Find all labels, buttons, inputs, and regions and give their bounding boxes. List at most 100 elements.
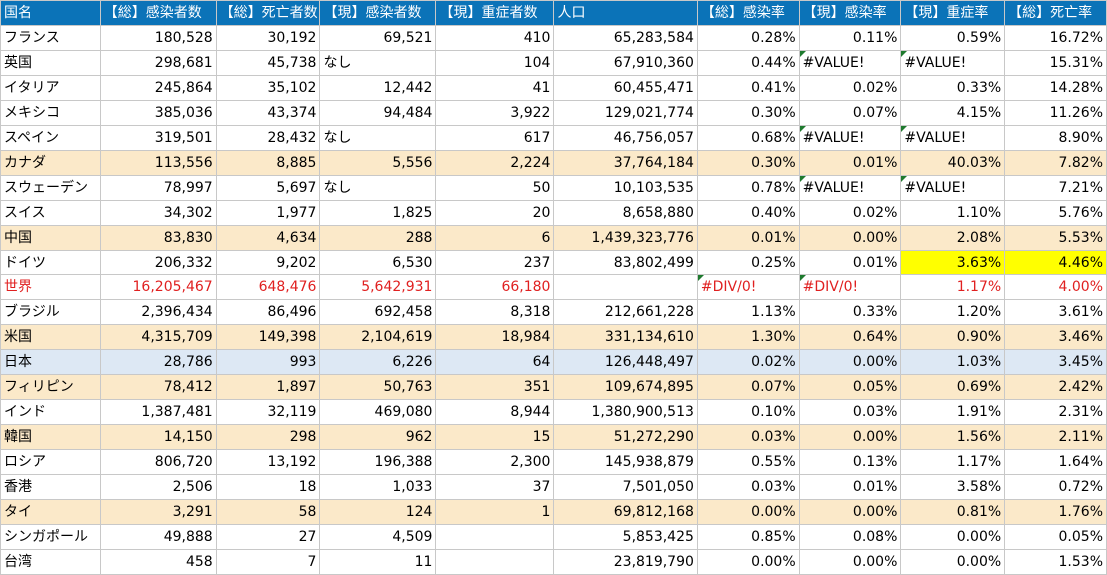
country-cell[interactable]: インド [0,399,101,426]
data-cell[interactable]: なし [319,124,437,151]
data-cell[interactable]: 331,134,610 [553,324,698,351]
data-cell[interactable]: 3.63% [900,249,1006,276]
column-header[interactable]: 【現】感染率 [798,0,902,26]
data-cell[interactable]: 0.85% [696,524,800,550]
data-cell[interactable]: 5.53% [1004,224,1107,251]
data-cell[interactable]: 0.55% [696,449,800,476]
data-cell[interactable]: 4.15% [900,99,1006,126]
data-cell[interactable]: 124 [319,499,437,526]
data-cell[interactable]: 6 [435,224,555,251]
data-cell[interactable]: 0.05% [1004,524,1107,550]
data-cell[interactable]: 692,458 [319,299,437,326]
data-cell[interactable]: 1,897 [215,374,321,401]
data-cell[interactable]: 14.28% [1004,74,1107,101]
data-cell[interactable]: 0.07% [696,374,800,401]
data-cell[interactable]: 86,496 [215,299,321,326]
data-cell[interactable]: 18 [215,474,321,501]
data-cell[interactable] [435,548,555,575]
data-cell[interactable]: 2,300 [435,449,555,476]
column-header[interactable]: 【現】感染者数 [319,0,437,26]
data-cell[interactable]: 20 [435,199,555,226]
data-cell[interactable]: 1.64% [1004,449,1107,476]
data-cell[interactable]: 1.10% [900,199,1006,226]
data-cell[interactable]: 2,396,434 [99,299,217,326]
data-cell[interactable]: 993 [215,349,321,376]
data-cell[interactable]: 4,315,709 [99,324,217,351]
data-cell[interactable]: 298 [215,424,321,451]
data-cell[interactable]: 0.02% [798,199,902,226]
data-cell[interactable]: 2.42% [1004,374,1107,401]
data-cell[interactable]: 0.33% [798,299,902,326]
data-cell[interactable]: 1.56% [900,424,1006,451]
data-cell[interactable]: 1,439,323,776 [553,224,698,251]
data-cell[interactable]: 0.41% [696,74,800,101]
data-cell[interactable]: 149,398 [215,324,321,351]
data-cell[interactable]: 28,786 [99,349,217,376]
data-cell[interactable]: 10,103,535 [553,174,698,201]
data-cell[interactable]: 1.17% [900,274,1006,301]
data-cell[interactable]: 23,819,790 [553,548,698,575]
data-cell[interactable]: 104 [435,49,555,76]
data-cell[interactable]: 0.03% [798,399,902,426]
data-cell[interactable]: 83,802,499 [553,249,698,276]
data-cell[interactable]: 69,521 [319,24,437,51]
data-cell[interactable]: 65,283,584 [553,24,698,51]
data-cell[interactable]: 3,291 [99,499,217,526]
country-cell[interactable]: 世界 [0,274,101,301]
data-cell[interactable]: 0.07% [798,99,902,126]
country-cell[interactable]: ブラジル [0,299,101,326]
data-cell[interactable]: 46,756,057 [553,124,698,151]
data-cell[interactable]: 15.31% [1004,49,1107,76]
data-cell[interactable]: 648,476 [215,274,321,301]
data-cell[interactable]: 206,332 [99,249,217,276]
data-cell[interactable]: 0.00% [696,499,800,526]
data-cell[interactable]: 2.08% [900,224,1006,251]
country-cell[interactable]: スウェーデン [0,174,101,201]
data-cell[interactable]: 30,192 [215,24,321,51]
data-cell[interactable]: #VALUE! [798,174,902,201]
data-cell[interactable]: 1.17% [900,449,1006,476]
data-cell[interactable]: 410 [435,24,555,51]
data-cell[interactable]: 113,556 [99,149,217,176]
data-cell[interactable]: 58 [215,499,321,526]
data-cell[interactable]: 319,501 [99,124,217,151]
data-cell[interactable]: 0.59% [900,24,1006,51]
data-cell[interactable]: 458 [99,548,217,575]
data-cell[interactable]: 60,455,471 [553,74,698,101]
data-cell[interactable]: 0.01% [696,224,800,251]
data-cell[interactable]: 298,681 [99,49,217,76]
data-cell[interactable]: 0.02% [798,74,902,101]
data-cell[interactable]: 0.44% [696,49,800,76]
country-cell[interactable]: フランス [0,24,101,51]
data-cell[interactable]: 5.76% [1004,199,1107,226]
country-cell[interactable]: 香港 [0,474,101,501]
data-cell[interactable]: 3.45% [1004,349,1107,376]
data-cell[interactable]: 2,506 [99,474,217,501]
data-cell[interactable]: 962 [319,424,437,451]
column-header[interactable]: 【総】感染率 [696,0,800,26]
data-cell[interactable]: 45,738 [215,49,321,76]
data-cell[interactable]: 180,528 [99,24,217,51]
data-cell[interactable]: 0.64% [798,324,902,351]
data-cell[interactable]: 0.78% [696,174,800,201]
data-cell[interactable]: 3,922 [435,99,555,126]
data-cell[interactable]: 78,412 [99,374,217,401]
country-cell[interactable]: ロシア [0,449,101,476]
country-cell[interactable]: 台湾 [0,548,101,575]
data-cell[interactable]: #DIV/0! [696,274,800,301]
country-cell[interactable]: 日本 [0,349,101,376]
data-cell[interactable]: 0.33% [900,74,1006,101]
country-cell[interactable]: スペイン [0,124,101,151]
data-cell[interactable]: 16,205,467 [99,274,217,301]
data-cell[interactable]: 69,812,168 [553,499,698,526]
data-cell[interactable]: 4.00% [1004,274,1107,301]
data-cell[interactable]: なし [319,49,437,76]
data-cell[interactable]: 9,202 [215,249,321,276]
data-cell[interactable]: 0.00% [798,548,902,575]
data-cell[interactable]: 0.01% [798,249,902,276]
country-cell[interactable]: イタリア [0,74,101,101]
data-cell[interactable]: 94,484 [319,99,437,126]
data-cell[interactable]: 37 [435,474,555,501]
data-cell[interactable]: 1.13% [696,299,800,326]
data-cell[interactable]: 1,825 [319,199,437,226]
